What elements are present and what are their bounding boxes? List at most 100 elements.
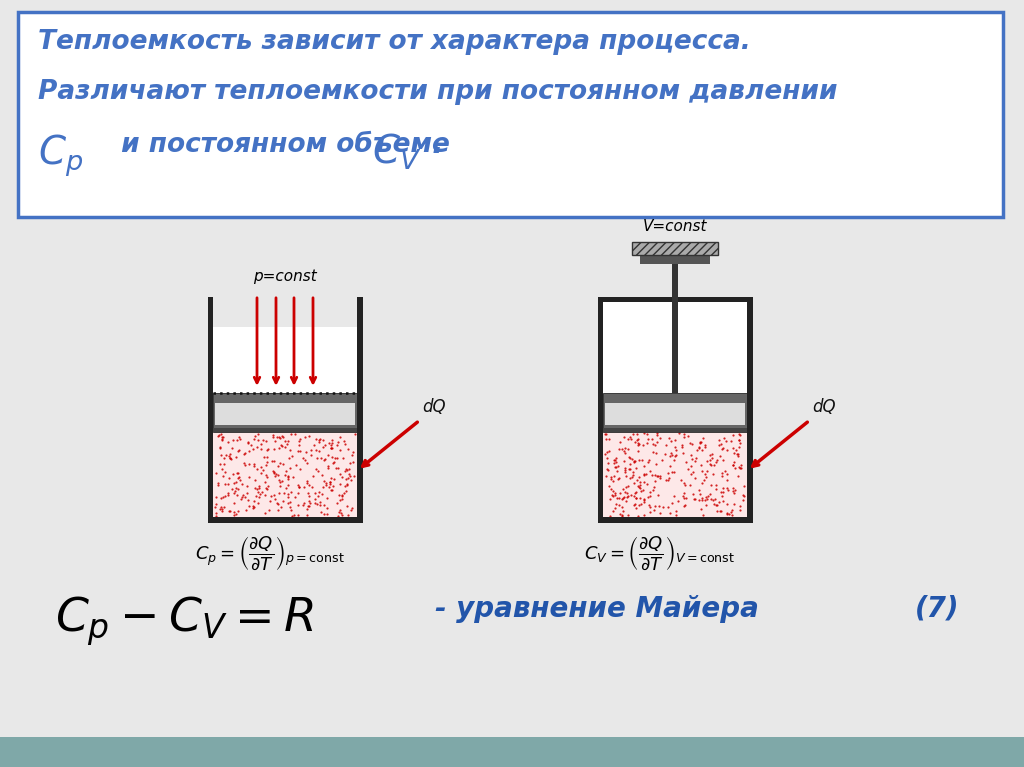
Point: [615, 491, 632, 503]
Point: [668, 433, 684, 446]
Point: [296, 481, 312, 493]
Point: [334, 489, 350, 501]
Point: [217, 449, 233, 461]
Point: [628, 486, 644, 498]
Point: [614, 501, 631, 513]
Point: [284, 486, 300, 499]
Point: [731, 500, 748, 512]
Point: [249, 483, 265, 495]
Point: [212, 503, 228, 515]
Point: [618, 482, 635, 494]
Point: [642, 486, 658, 499]
Point: [332, 444, 348, 456]
Point: [708, 456, 724, 468]
Point: [227, 482, 244, 494]
Point: [631, 499, 647, 512]
Point: [732, 504, 749, 516]
Point: [332, 478, 348, 490]
Text: Теплоемкость зависит от характера процесса.: Теплоемкость зависит от характера процес…: [38, 29, 751, 55]
Point: [610, 459, 627, 472]
Point: [274, 458, 291, 470]
Bar: [633, 242, 718, 255]
Point: [336, 435, 352, 447]
Point: [664, 435, 680, 447]
Point: [253, 443, 269, 456]
Point: [625, 428, 641, 440]
Point: [299, 475, 315, 487]
Point: [725, 456, 741, 468]
Point: [678, 492, 694, 504]
Text: $C_V = \left(\dfrac{\partial Q}{\partial T}\right)_{V=\mathrm{const}}$: $C_V = \left(\dfrac{\partial Q}{\partial…: [585, 535, 735, 572]
Point: [324, 484, 340, 496]
Point: [219, 489, 236, 501]
Point: [210, 479, 226, 491]
Point: [257, 469, 273, 481]
Point: [280, 435, 296, 447]
Point: [632, 492, 648, 504]
Point: [626, 456, 642, 469]
Point: [260, 443, 276, 456]
Point: [222, 452, 239, 464]
Point: [606, 456, 623, 469]
Point: [732, 436, 749, 449]
Point: [208, 510, 224, 522]
Point: [610, 499, 627, 512]
Point: [325, 451, 341, 463]
Point: [705, 447, 721, 459]
Point: [607, 502, 624, 514]
Point: [334, 490, 350, 502]
Point: [668, 505, 684, 517]
Point: [278, 435, 294, 447]
Point: [242, 499, 258, 512]
Point: [701, 449, 718, 461]
Point: [677, 479, 693, 491]
Point: [243, 439, 259, 451]
Point: [229, 466, 246, 479]
Point: [605, 475, 622, 487]
Point: [608, 452, 625, 464]
Point: [685, 466, 701, 478]
Point: [631, 481, 647, 493]
Point: [245, 500, 261, 512]
Point: [258, 482, 274, 494]
Point: [610, 473, 627, 486]
Point: [347, 428, 364, 440]
Point: [703, 451, 720, 463]
Point: [617, 446, 634, 459]
Point: [705, 494, 721, 506]
Point: [716, 432, 732, 444]
Bar: [672, 262, 678, 393]
Point: [232, 474, 249, 486]
Point: [325, 456, 341, 469]
Point: [260, 503, 276, 515]
Point: [230, 430, 247, 443]
Point: [607, 498, 624, 510]
Point: [240, 436, 256, 449]
Point: [299, 477, 315, 489]
Point: [339, 499, 355, 512]
Point: [736, 480, 753, 492]
Point: [279, 438, 295, 450]
Point: [341, 468, 357, 480]
Point: [214, 503, 230, 515]
Point: [713, 505, 729, 518]
Point: [711, 439, 727, 451]
Point: [699, 465, 716, 477]
Point: [696, 474, 713, 486]
Point: [598, 470, 614, 482]
Point: [297, 453, 313, 466]
Point: [233, 491, 250, 503]
Point: [649, 427, 666, 439]
Point: [230, 472, 247, 484]
Point: [608, 456, 625, 469]
Point: [319, 462, 336, 474]
Point: [694, 509, 711, 521]
Point: [247, 430, 263, 443]
Point: [281, 489, 297, 501]
Point: [611, 492, 628, 504]
Point: [607, 489, 624, 501]
Point: [301, 490, 317, 502]
Point: [676, 492, 692, 504]
Point: [714, 469, 730, 482]
Point: [223, 453, 240, 466]
